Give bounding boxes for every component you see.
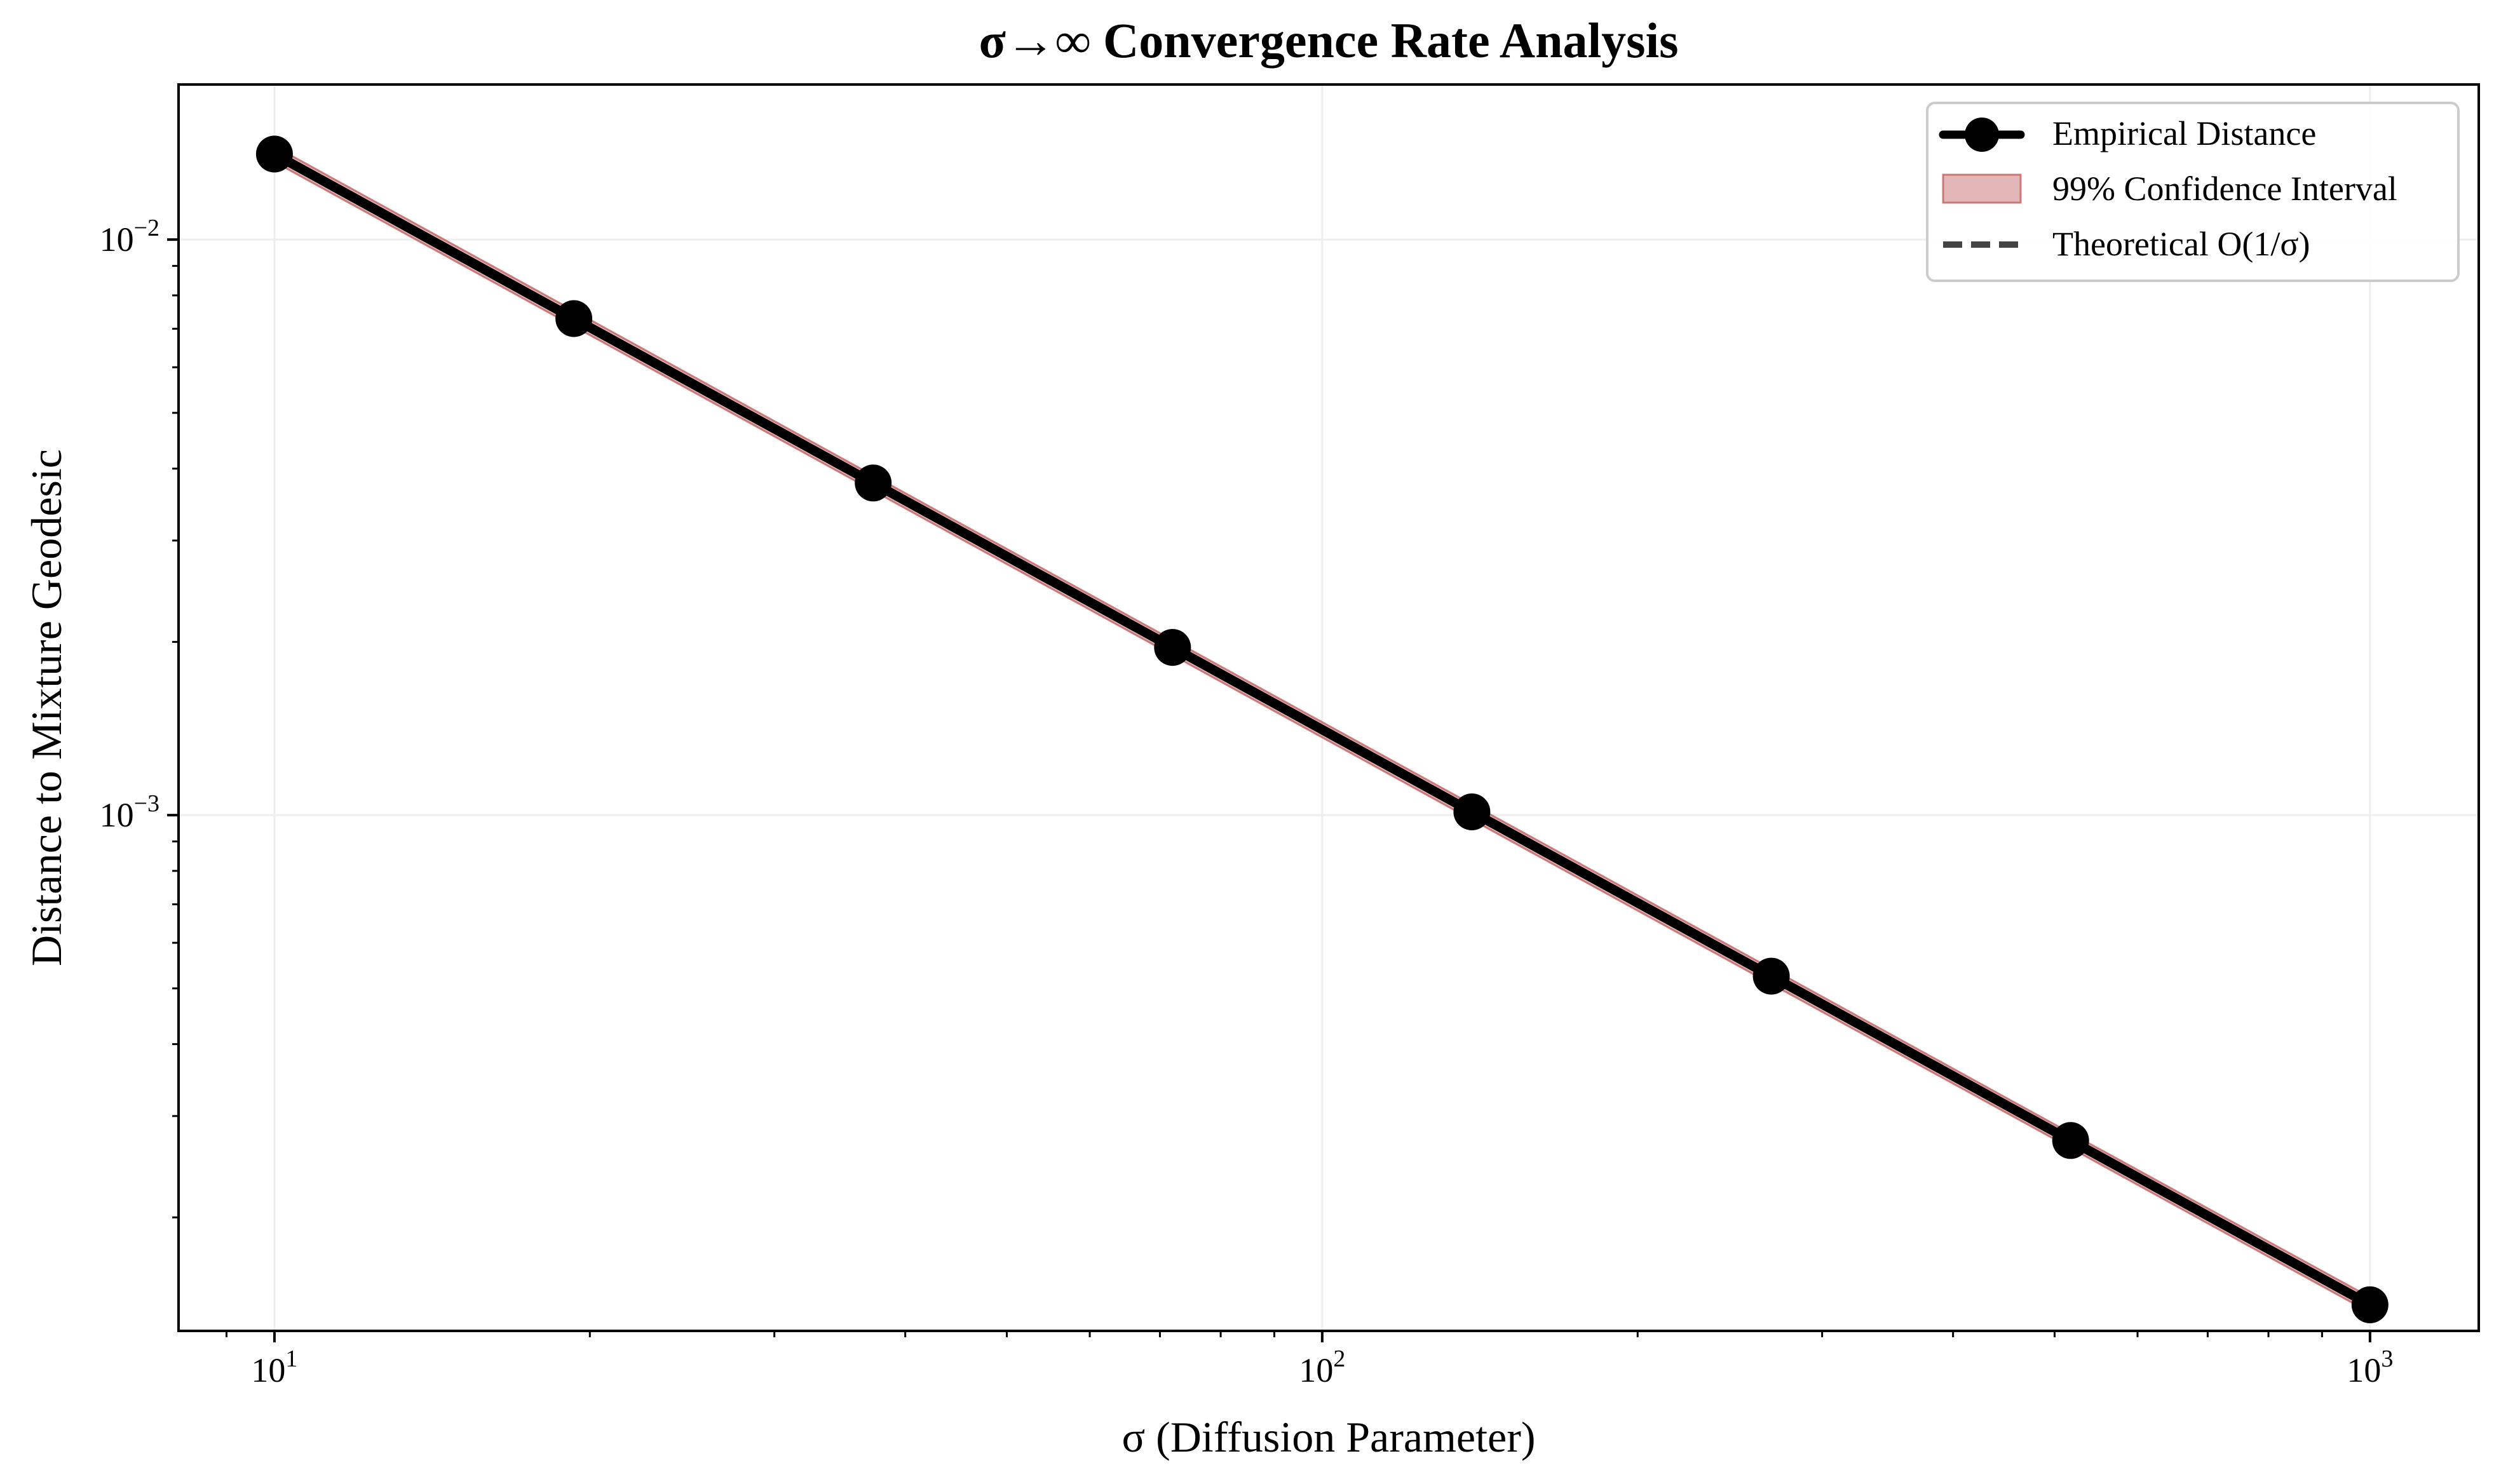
empirical-point bbox=[2052, 1122, 2089, 1159]
empirical-line bbox=[269, 149, 2375, 1310]
y-axis-label: Distance to Mixture Geodesic bbox=[22, 449, 71, 966]
empirical-point bbox=[2351, 1286, 2389, 1323]
legend: Empirical Distance 99% Confidence Interv… bbox=[1926, 102, 2460, 282]
x-axis-label: σ (Diffusion Parameter) bbox=[1122, 1413, 1536, 1461]
x-tick-label: 101 bbox=[251, 1346, 297, 1389]
x-axis-ticks: 101 102 103 bbox=[225, 1331, 2393, 1389]
legend-label-confidence-interval: 99% Confidence Interval bbox=[2052, 170, 2397, 208]
empirical-point bbox=[1752, 957, 1790, 995]
grid-lines bbox=[179, 84, 2479, 1331]
empirical-point bbox=[555, 300, 593, 337]
empirical-marker-layer bbox=[255, 135, 2389, 1323]
plot-frame bbox=[177, 83, 2480, 1332]
x-tick-label: 103 bbox=[2347, 1346, 2393, 1389]
empirical-point bbox=[255, 135, 293, 173]
legend-label-theoretical: Theoretical O(1/σ) bbox=[2052, 225, 2310, 263]
chart-title: σ→∞ Convergence Rate Analysis bbox=[979, 13, 1678, 68]
empirical-point bbox=[855, 464, 892, 502]
empirical-point bbox=[1154, 629, 1191, 666]
y-tick-label: 10−2 bbox=[100, 215, 159, 259]
y-axis-ticks: 10−3 10−2 bbox=[100, 215, 179, 1218]
empirical-line-layer bbox=[269, 149, 2375, 1310]
legend-label-empirical: Empirical Distance bbox=[2052, 114, 2316, 152]
legend-swatch-empirical-marker bbox=[1965, 118, 1999, 152]
legend-box bbox=[1926, 102, 2460, 282]
x-tick-label: 102 bbox=[1299, 1346, 1345, 1389]
y-tick-label: 10−3 bbox=[100, 790, 159, 834]
empirical-point bbox=[1453, 793, 1491, 830]
legend-swatch-confidence-band bbox=[1942, 173, 2022, 204]
